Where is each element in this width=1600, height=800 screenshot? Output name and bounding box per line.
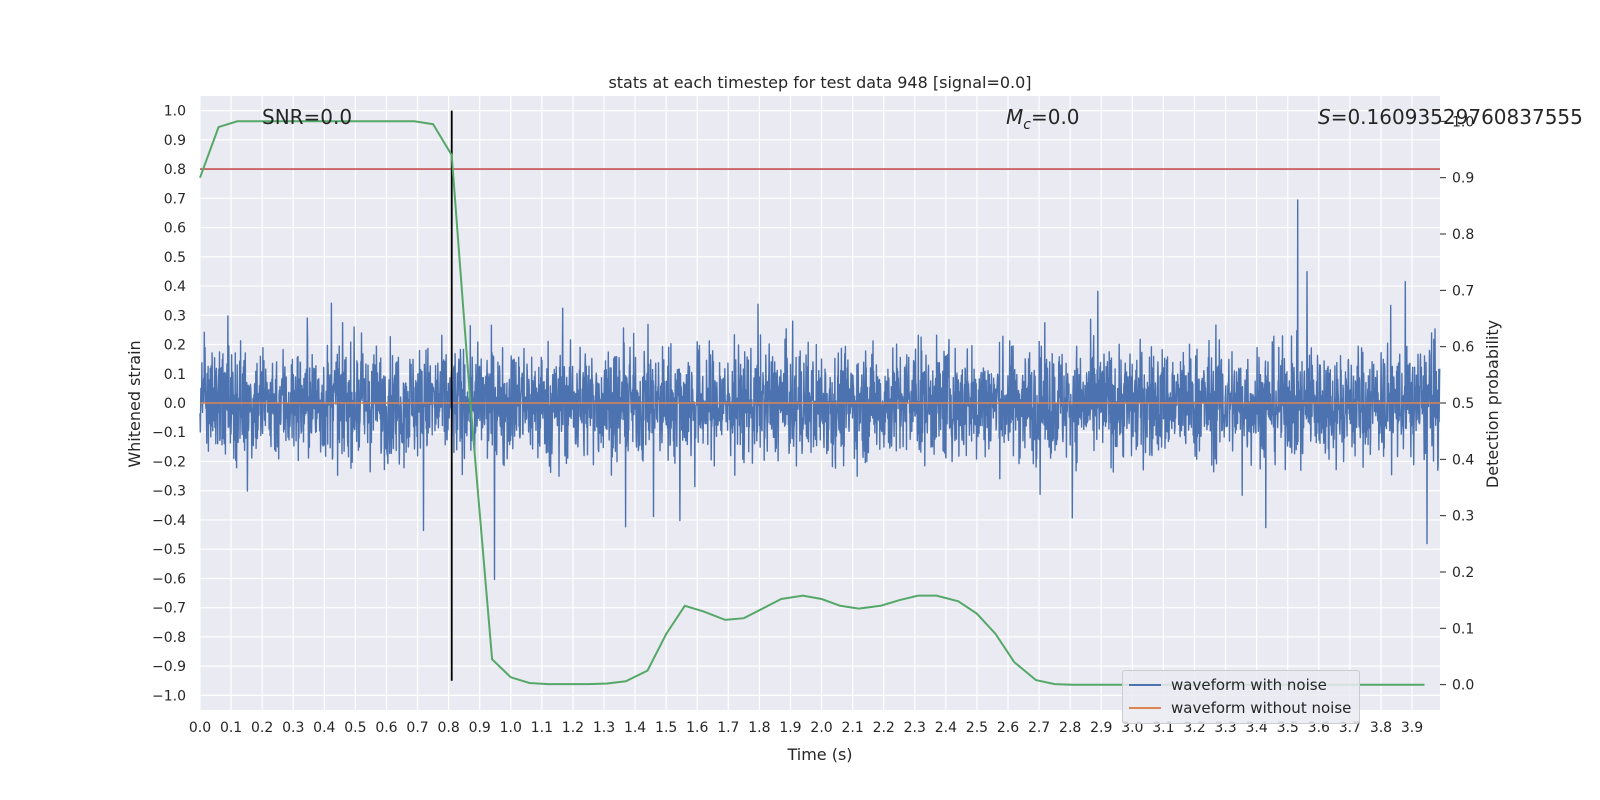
x-tick-label: 3.1	[1152, 720, 1174, 736]
x-tick-label: 3.7	[1339, 720, 1361, 736]
mc-value: =0.0	[1031, 105, 1080, 129]
x-tick-label: 3.8	[1370, 720, 1392, 736]
x-tick-label: 0.3	[282, 720, 304, 736]
x-tick-label: 3.4	[1246, 720, 1268, 736]
x-tick-label: 2.8	[1059, 720, 1081, 736]
y-tick-label: 0.9	[164, 133, 186, 149]
x-tick-label: 2.9	[1090, 720, 1112, 736]
x-tick-label: 1.4	[624, 720, 646, 736]
y2-tick-label: 0.3	[1452, 509, 1474, 525]
x-tick-label: 1.9	[779, 720, 801, 736]
y-tick-label: 0.6	[164, 221, 186, 237]
x-tick-label: 1.6	[686, 720, 708, 736]
y-tick-label: 0.3	[164, 308, 186, 324]
y-tick-label: 0.0	[164, 396, 186, 412]
x-tick-label: 2.6	[997, 720, 1019, 736]
y-tick-label: 0.5	[164, 250, 186, 266]
y2-tick-label: 0.8	[1452, 227, 1474, 243]
y2-tick-label: 0.0	[1452, 678, 1474, 694]
x-tick-label: 1.8	[748, 720, 770, 736]
y2-tick-label: 0.7	[1452, 283, 1474, 299]
y-tick-label: 0.8	[164, 162, 186, 178]
y-tick-label: −0.6	[152, 571, 186, 587]
mc-symbol: M	[1006, 105, 1023, 129]
x-tick-label: 0.8	[437, 720, 459, 736]
y-tick-label: −1.0	[152, 688, 186, 704]
y-tick-label: 1.0	[164, 104, 186, 120]
y-tick-label: 0.2	[164, 338, 186, 354]
s-symbol: S	[1318, 105, 1331, 129]
x-tick-label: 0.9	[469, 720, 491, 736]
x-tick-label: 0.1	[220, 720, 242, 736]
x-tick-label: 3.6	[1308, 720, 1330, 736]
x-tick-label: 1.0	[500, 720, 522, 736]
x-tick-label: 1.5	[655, 720, 677, 736]
x-tick-label: 2.0	[810, 720, 832, 736]
y-tick-label: 0.7	[164, 191, 186, 207]
x-tick-label: 3.3	[1214, 720, 1236, 736]
legend-entry-clean: waveform without noise	[1129, 698, 1351, 718]
x-tick-label: 3.0	[1121, 720, 1143, 736]
x-tick-label: 0.7	[406, 720, 428, 736]
legend-entry-noisy: waveform with noise	[1129, 675, 1327, 695]
mc-subscript: c	[1023, 117, 1031, 133]
x-tick-label: 1.7	[717, 720, 739, 736]
noisy-waveform-line	[199, 199, 1441, 581]
legend-label-clean: waveform without noise	[1171, 699, 1352, 717]
legend-swatch-noisy	[1129, 684, 1161, 686]
x-tick-label: 3.2	[1183, 720, 1205, 736]
axes: 0.0 0.1 0.2 0.3 0.4 0.5 0.6 0.7 0.8 0.9 1.0 1.1 1.2 1…	[152, 104, 1474, 736]
x-tick-label: 0.4	[313, 720, 335, 736]
x-tick-label: 0.0	[189, 720, 211, 736]
x-tick-label: 3.9	[1401, 720, 1423, 736]
mc-annotation: Mc=0.0	[1006, 105, 1080, 133]
y-tick-label: −0.4	[152, 513, 186, 529]
x-tick-label: 1.2	[562, 720, 584, 736]
y-tick-label: −0.2	[152, 454, 186, 470]
y-tick-label: −0.1	[152, 425, 186, 441]
legend-swatch-clean	[1129, 707, 1161, 709]
y-tick-label: −0.7	[152, 601, 186, 617]
legend-label-noisy: waveform with noise	[1171, 676, 1327, 694]
x-tick-label: 1.3	[593, 720, 615, 736]
x-tick-label: 2.5	[966, 720, 988, 736]
y2-tick-label: 0.6	[1452, 340, 1474, 356]
y2-tick-label: 0.9	[1452, 171, 1474, 187]
noisy-waveform	[199, 199, 1441, 581]
x-tick-label: 2.2	[873, 720, 895, 736]
y2-tick-label: 0.4	[1452, 452, 1474, 468]
x-tick-label: 0.2	[251, 720, 273, 736]
s-annotation: S=0.16093529760837555	[1318, 105, 1583, 129]
y2-tick-label: 0.1	[1452, 621, 1474, 637]
legend: waveform with noise waveform without noi…	[1122, 670, 1360, 724]
y2-axis-label: Detection probability	[1483, 320, 1502, 488]
x-tick-label: 0.6	[375, 720, 397, 736]
y-tick-label: −0.9	[152, 659, 186, 675]
x-tick-label: 3.5	[1277, 720, 1299, 736]
y-tick-label: −0.3	[152, 484, 186, 500]
x-tick-label: 2.7	[1028, 720, 1050, 736]
y-axis-label: Whitened strain	[125, 340, 144, 467]
y-tick-label: −0.5	[152, 542, 186, 558]
x-axis-label: Time (s)	[786, 745, 852, 764]
y2-tick-label: 1.0	[1452, 114, 1474, 130]
snr-annotation: SNR=0.0	[262, 105, 352, 129]
y2-tick-label: 0.2	[1452, 565, 1474, 581]
x-tick-label: 0.5	[344, 720, 366, 736]
x-tick-label: 2.4	[935, 720, 957, 736]
y2-tick-label: 0.5	[1452, 396, 1474, 412]
y-tick-label: 0.1	[164, 367, 186, 383]
y-tick-label: 0.4	[164, 279, 186, 295]
x-tick-label: 1.1	[531, 720, 553, 736]
s-value: =0.16093529760837555	[1331, 105, 1583, 129]
chart-title: stats at each timestep for test data 948…	[608, 73, 1031, 92]
x-tick-label: 2.1	[841, 720, 863, 736]
x-tick-label: 2.3	[904, 720, 926, 736]
y-tick-label: −0.8	[152, 630, 186, 646]
